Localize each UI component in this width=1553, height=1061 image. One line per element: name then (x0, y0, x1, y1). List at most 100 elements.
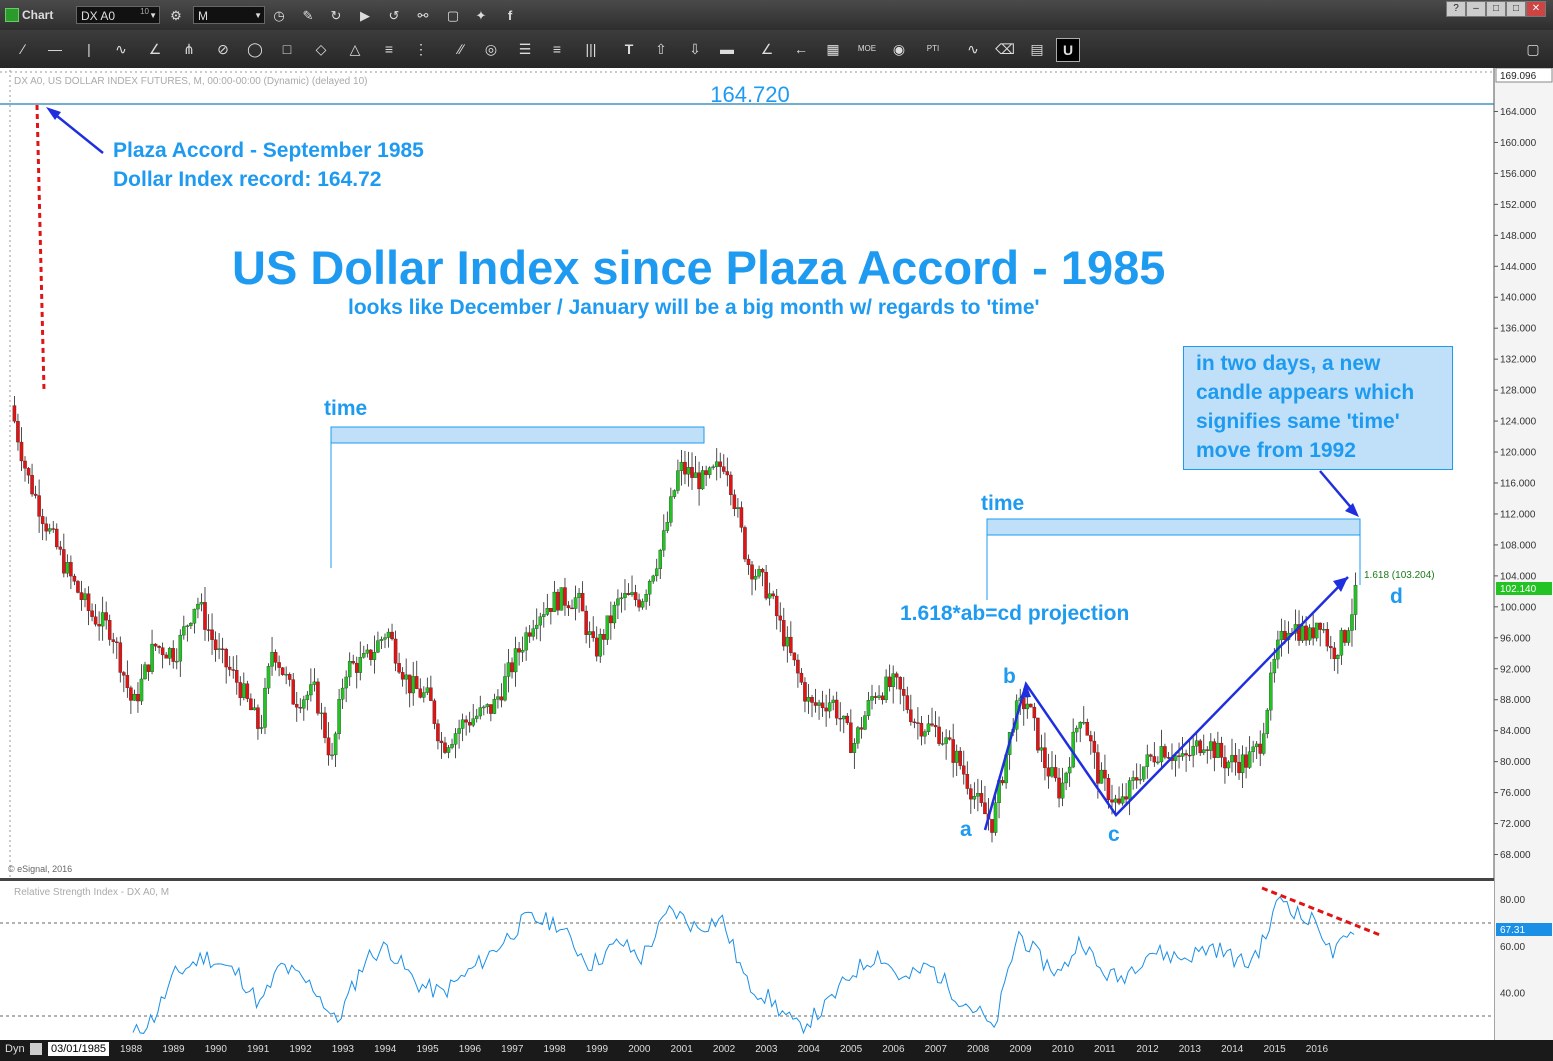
candle-up (538, 616, 543, 626)
chevron-down-icon[interactable]: ▼ (254, 11, 262, 20)
maximize-button[interactable]: □ (1486, 1, 1506, 17)
cycle-lines-icon[interactable]: ⋮ (414, 41, 428, 57)
candle-up (362, 653, 366, 658)
refresh-icon[interactable]: ↻ (330, 8, 342, 23)
clock-icon[interactable]: ◷ (273, 8, 285, 23)
restore-button[interactable]: □ (1506, 1, 1526, 17)
angle-fan-icon[interactable]: ∠ (148, 41, 162, 57)
magnet-icon[interactable]: U (1056, 38, 1080, 62)
candle-up (422, 692, 426, 698)
copyright-label: © eSignal, 2016 (8, 864, 72, 874)
price-tick-label: 148.000 (1500, 231, 1537, 242)
moe-icon[interactable]: MOE (857, 44, 877, 53)
year-label: 1992 (289, 1044, 312, 1055)
settings-gear-icon[interactable]: ⚙ (170, 8, 182, 23)
price-axis-ticks: 164.000 160.000 156.000 152.000 148.000 144.0… (1494, 107, 1537, 861)
gann-fan-icon[interactable]: ⊘ (217, 41, 229, 57)
parallel-lines-icon[interactable]: ≡ (384, 41, 394, 57)
play-icon[interactable]: ▶ (360, 8, 370, 23)
candle-down (203, 602, 207, 630)
dyn-label[interactable]: Dyn (5, 1043, 25, 1055)
replay-icon[interactable]: ↺ (388, 8, 400, 23)
candle-down (1152, 756, 1157, 763)
twitter-icon[interactable]: ✦ (475, 8, 487, 23)
arrow-down-icon[interactable]: ⇩ (689, 41, 701, 57)
candle-up (1314, 622, 1319, 639)
callout-line3: signifies same 'time' (1196, 410, 1400, 433)
time-box-right (986, 518, 1361, 536)
text-tool-icon[interactable]: T (624, 41, 634, 57)
start-date-label: 03/01/1985 (48, 1042, 110, 1056)
triangle-icon[interactable]: △ (349, 41, 361, 57)
candle-down (789, 636, 793, 653)
calendar-icon[interactable] (30, 1043, 42, 1055)
minimize-button[interactable]: – (1466, 1, 1486, 17)
eye-icon[interactable]: ◉ (892, 41, 906, 57)
chart-area[interactable]: 164.000 160.000 156.000 152.000 148.000 144.0… (0, 68, 1553, 1040)
callout-arrowhead (1345, 503, 1359, 517)
candle-up (150, 643, 154, 672)
candle-down (1110, 799, 1114, 803)
horizontal-line-icon[interactable]: — (48, 41, 62, 57)
candle-down (1212, 741, 1217, 758)
candle-up (700, 470, 705, 490)
ellipse-icon[interactable]: ◯ (247, 41, 263, 57)
candle-up (83, 593, 87, 600)
zigzag-icon[interactable]: ∿ (115, 41, 127, 57)
arrow-left-icon[interactable]: ← (794, 41, 808, 57)
chevron-down-icon[interactable]: ▼ (149, 11, 157, 20)
comment-icon[interactable]: ▤ (1030, 41, 1044, 57)
candle-down (771, 593, 775, 597)
arrow-up-icon[interactable]: ⇧ (655, 41, 667, 57)
channel-icon[interactable]: ∕∕ (458, 41, 464, 57)
price-tick-label: 112.000 (1500, 509, 1536, 520)
candle-down (947, 737, 952, 740)
pitchfork-icon[interactable]: ⋔ (183, 41, 195, 57)
candle-up (460, 719, 465, 729)
fib-retracement-icon[interactable]: ☰ (518, 41, 532, 57)
regression-icon[interactable]: ∠ (760, 41, 774, 57)
chat-icon[interactable]: ▢ (446, 8, 460, 23)
wave-icon[interactable]: ∿ (967, 41, 979, 57)
candle-up (644, 594, 648, 602)
line-tool-icon[interactable]: ∕ (21, 41, 25, 57)
candle-up (1247, 751, 1252, 768)
candle-down (591, 631, 595, 639)
candle-down (594, 637, 599, 657)
fib-extension-icon[interactable]: ≡ (552, 41, 562, 57)
interval-select[interactable]: M ▼ (193, 6, 265, 24)
candle-up (852, 743, 857, 753)
price-axis-bg (1494, 68, 1553, 1040)
target-icon[interactable]: ◎ (484, 41, 498, 57)
candle-down (722, 466, 726, 472)
vertical-line-icon[interactable]: | (87, 41, 91, 57)
candle-down (55, 528, 59, 548)
pti-icon[interactable]: PTI (926, 44, 940, 53)
candle-down (1332, 647, 1337, 659)
facebook-icon[interactable]: f (507, 8, 513, 23)
candle-down (231, 669, 235, 671)
price-tick-label: 96.000 (1500, 633, 1531, 644)
help-button[interactable]: ? (1446, 1, 1466, 17)
candle-up (587, 631, 592, 635)
link-icon[interactable]: ⚯ (417, 8, 429, 23)
rectangle-icon[interactable]: □ (282, 41, 292, 57)
panel-options-icon[interactable]: ▢ (1526, 41, 1540, 57)
resistance-label: 164.720 (710, 82, 790, 107)
grid-icon[interactable]: ▦ (826, 41, 840, 57)
candle-down (429, 687, 433, 701)
close-button[interactable]: ✕ (1526, 1, 1546, 17)
candle-down (739, 507, 744, 528)
candle-down (51, 528, 55, 530)
candle-up (972, 796, 977, 800)
candle-up (767, 593, 772, 599)
candle-down (1092, 740, 1097, 753)
pencil-icon[interactable]: ✎ (302, 8, 314, 23)
symbol-input[interactable]: DX A0 10 ▼ (76, 6, 160, 24)
time-zones-icon[interactable]: ||| (585, 41, 597, 57)
candle-down (718, 461, 723, 467)
eraser-icon[interactable]: ⌫ (995, 41, 1015, 57)
eraser-shape-icon[interactable]: ◇ (315, 41, 327, 57)
candle-up (1336, 655, 1340, 659)
marker-icon[interactable]: ▬ (720, 41, 734, 57)
